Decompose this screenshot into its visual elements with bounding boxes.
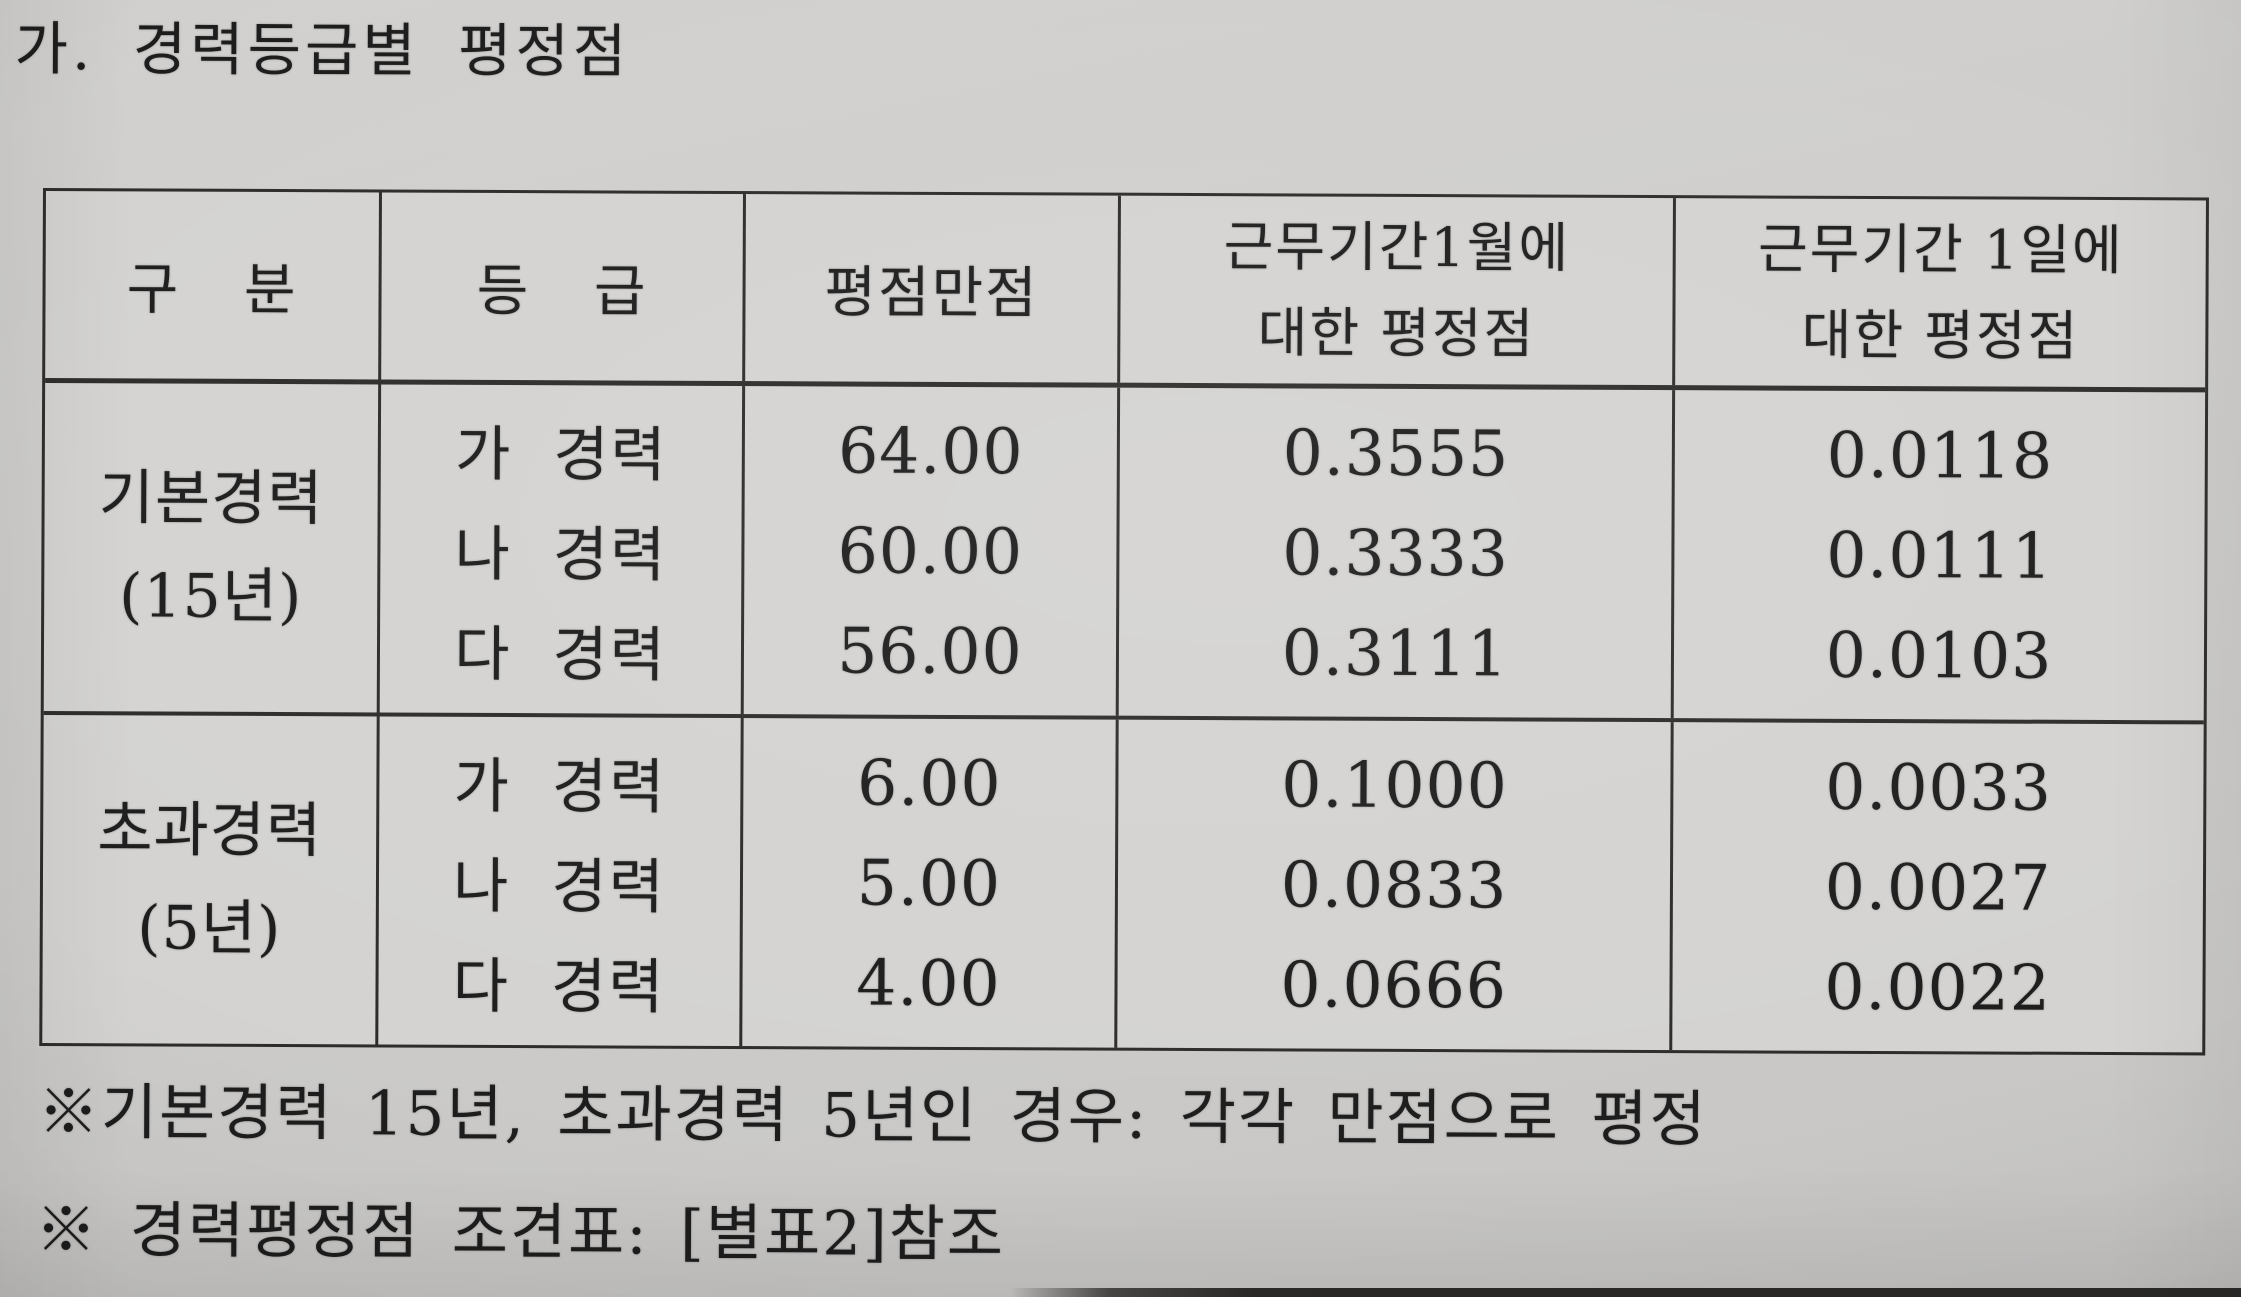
footnote-full-score-rule: ※기본경력 15년, 초과경력 5년인 경우: 각각 만점으로 평정 [37, 1076, 1708, 1156]
col-header-per-day-line1: 근무기간 1일에 [1757, 216, 2124, 282]
category-basic-line2: (15년) [118, 561, 303, 633]
next-table-edge [1010, 1288, 2241, 1297]
col-header-grade: 등 급 [378, 192, 743, 382]
per-month-value: 0.0666 [1280, 947, 1508, 1022]
max-score-cell-basic: 64.00 60.00 56.00 [740, 386, 1118, 716]
col-header-per-day: 근무기간 1일에 대한 평정점 [1672, 198, 2206, 388]
grade-value: 나 경력 [454, 519, 668, 591]
per-day-value: 0.0111 [1826, 518, 2053, 593]
category-cell-excess: 초과경력 (5년) [42, 715, 376, 1044]
per-day-value: 0.0033 [1825, 750, 2052, 825]
grade-cell-excess: 가 경력 나 경력 다 경력 [375, 716, 741, 1047]
per-day-value: 0.0027 [1824, 850, 2052, 925]
category-cell-basic: 기본경력 (15년) [44, 383, 378, 712]
col-header-max-score: 평점만점 [742, 194, 1118, 383]
col-header-per-month: 근무기간1월에 대한 평정점 [1117, 195, 1674, 386]
grade-cell-basic: 가 경력 나 경력 다 경력 [376, 384, 743, 715]
per-month-value: 0.0833 [1280, 847, 1508, 922]
col-header-per-month-line1: 근무기간1월에 [1223, 214, 1571, 280]
page-title: 가. 경력등급별 평정점 [14, 14, 631, 86]
per-month-value: 0.1000 [1281, 747, 1508, 822]
grade-value: 가 경력 [453, 751, 667, 823]
grade-value: 다 경력 [454, 619, 667, 691]
category-excess-line1: 초과경력 [97, 795, 323, 867]
per-month-value: 0.3111 [1281, 615, 1509, 690]
table-group-excess-career: 초과경력 (5년) 가 경력 나 경력 다 경력 6.00 5.00 4.00 … [42, 711, 2204, 1053]
col-header-per-day-line2: 대한 평정점 [1801, 303, 2080, 368]
max-score-value: 4.00 [856, 946, 1001, 1020]
career-rating-table: 구 분 등 급 평점만점 근무기간1월에 대한 평정점 근무기간 1일에 대한 … [39, 188, 2209, 1056]
per-day-cell-excess: 0.0033 0.0027 0.0022 [1669, 722, 2204, 1053]
table-header-row: 구 분 등 급 평점만점 근무기간1월에 대한 평정점 근무기간 1일에 대한 … [45, 191, 2206, 393]
footnote-reference-table: ※ 경력평정점 조견표: [별표2]참조 [35, 1194, 1006, 1271]
col-header-category: 구 분 [126, 257, 298, 324]
per-month-value: 0.3555 [1282, 415, 1510, 490]
table-group-basic-career: 기본경력 (15년) 가 경력 나 경력 다 경력 64.00 60.00 56… [44, 383, 2206, 721]
grade-value: 나 경력 [452, 851, 666, 923]
max-score-value: 60.00 [837, 513, 1024, 588]
max-score-value: 64.00 [838, 413, 1024, 488]
max-score-value: 6.00 [857, 746, 1002, 820]
per-day-value: 0.0118 [1826, 418, 2054, 493]
per-month-cell-basic: 0.3555 0.3333 0.3111 [1115, 387, 1673, 719]
per-month-value: 0.3333 [1282, 515, 1509, 590]
max-score-cell-excess: 6.00 5.00 4.00 [739, 718, 1116, 1048]
category-excess-line2: (5년) [137, 893, 282, 965]
grade-value: 다 경력 [452, 951, 666, 1023]
per-day-value: 0.0022 [1824, 950, 2052, 1025]
grade-value: 가 경력 [454, 419, 668, 491]
max-score-value: 5.00 [856, 846, 1002, 920]
max-score-value: 56.00 [837, 613, 1023, 688]
per-day-value: 0.0103 [1825, 618, 2053, 693]
col-header-per-month-line2: 대한 평정점 [1257, 300, 1536, 366]
category-basic-line1: 기본경력 [98, 463, 324, 535]
per-day-cell-basic: 0.0118 0.0111 0.0103 [1671, 390, 2206, 721]
per-month-cell-excess: 0.1000 0.0833 0.0666 [1114, 719, 1671, 1051]
